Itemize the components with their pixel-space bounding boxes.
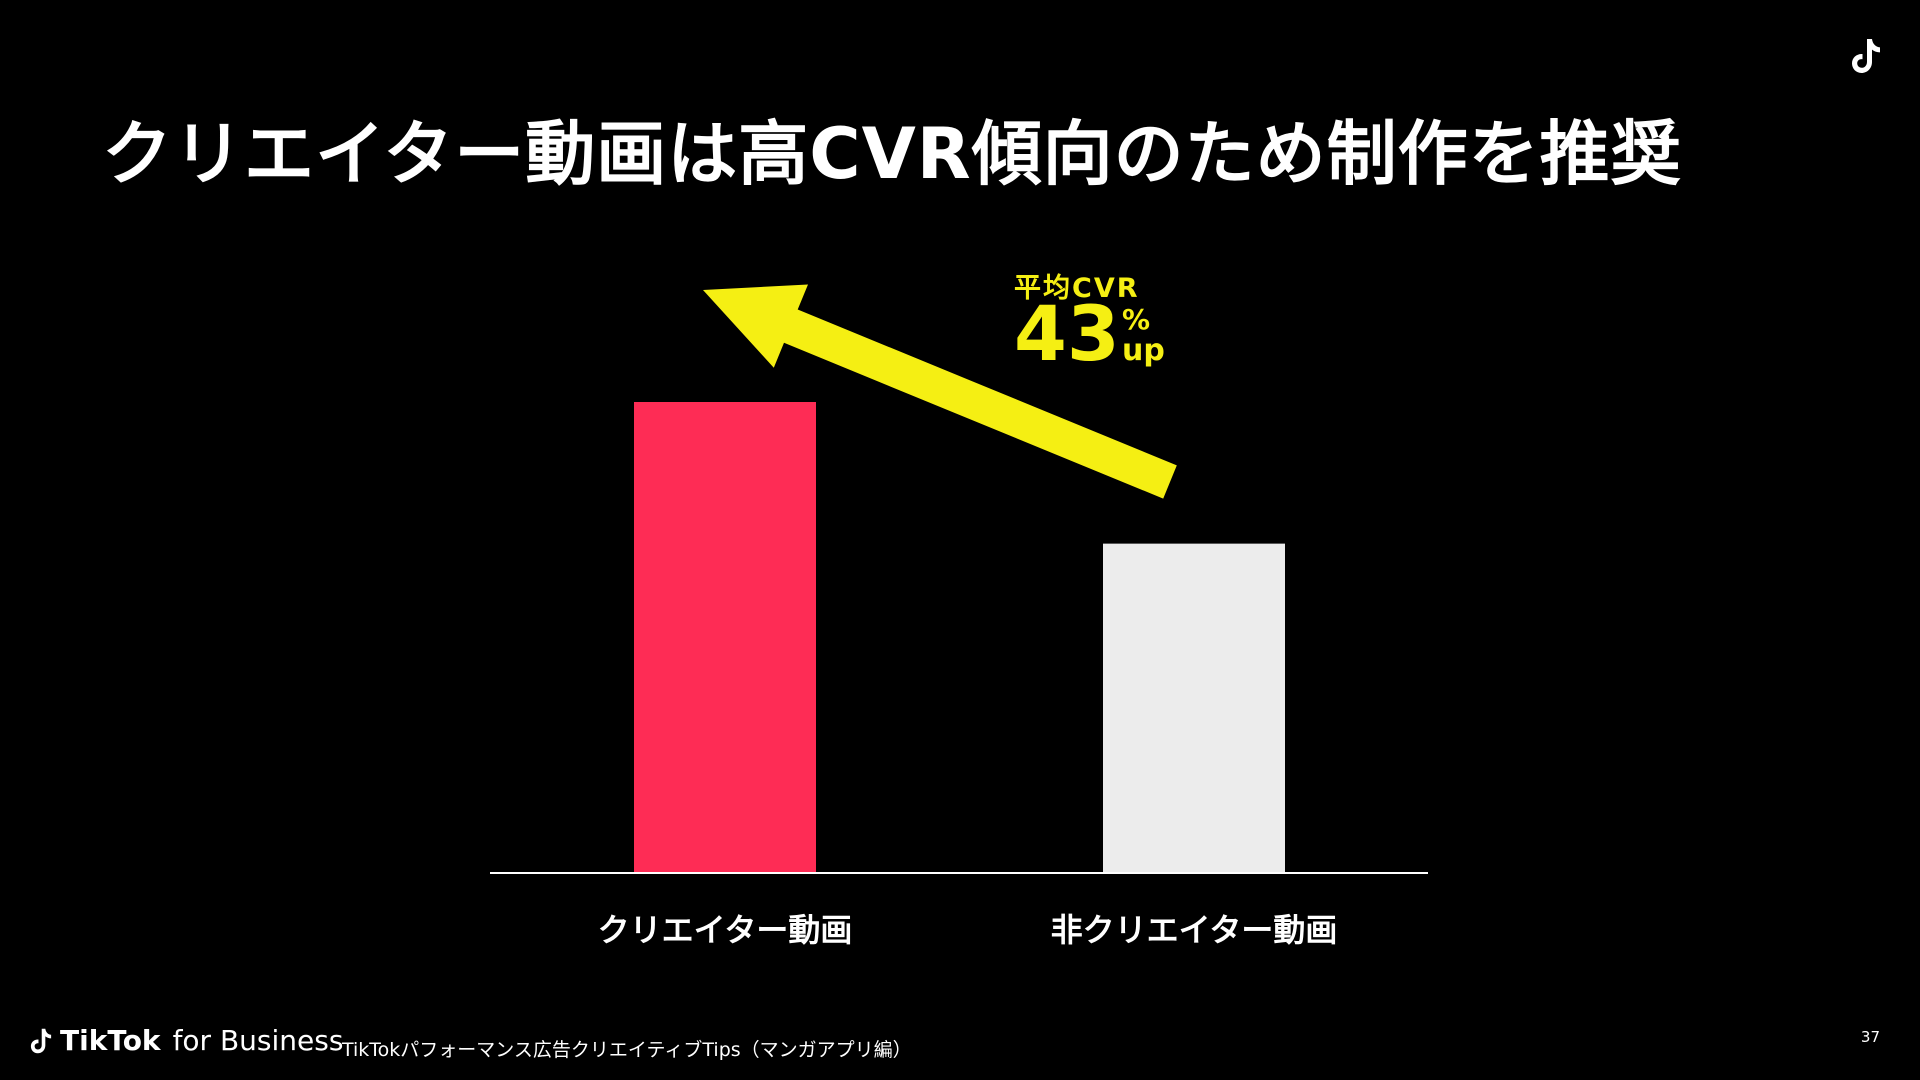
bar-creator [634, 402, 816, 873]
page-number: 37 [1860, 1028, 1880, 1046]
annotation-value: 43 [1014, 289, 1120, 378]
document-title: TikTokパフォーマンス広告クリエイティブTips（マンガアプリ編） [342, 1039, 912, 1061]
brand-suffix: for Business [172, 1024, 344, 1057]
tiktok-logo-icon [30, 1028, 52, 1053]
brand-name: TikTok [60, 1024, 161, 1057]
slide-title: クリエイター動画は高CVR傾向のため制作を推奨 [102, 113, 1682, 195]
bars-layer [634, 402, 1285, 873]
tiktok-logo-icon [1852, 39, 1880, 73]
annotation-label: 平均CVR [1014, 273, 1140, 304]
annotation-up-unit: up [1122, 333, 1165, 368]
footer-brand: TikTok for Business [28, 1024, 343, 1057]
category-label-creator: クリエイター動画 [597, 911, 853, 949]
bar-non-creator [1103, 543, 1285, 873]
category-label-non-creator: 非クリエイター動画 [1050, 911, 1338, 949]
annotation-percent-unit: % [1122, 303, 1151, 336]
arrow-up-left-icon [703, 284, 1177, 499]
